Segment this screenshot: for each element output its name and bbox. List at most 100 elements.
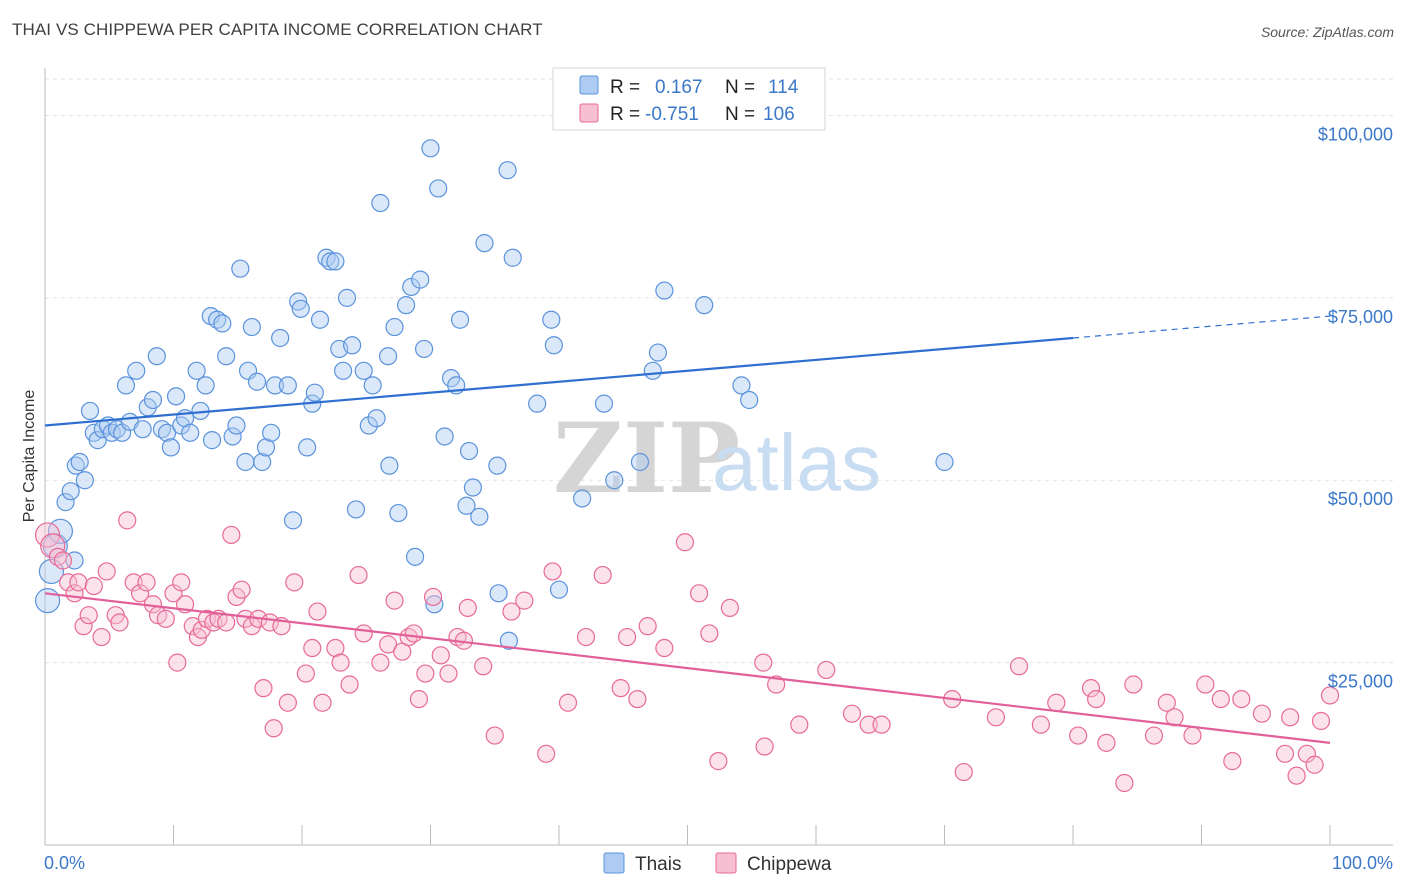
thais-point (425, 595, 444, 614)
chippewa-point (1031, 715, 1050, 734)
thais-point (385, 317, 404, 337)
thais-point (695, 296, 714, 315)
thais-point (648, 343, 668, 362)
thais-point (337, 288, 357, 307)
thais-point (253, 452, 272, 472)
legend-r-value-thais: 0.167 (655, 77, 703, 98)
chippewa-point (1081, 679, 1101, 698)
thais-point (181, 423, 200, 442)
chippewa-point (1211, 689, 1230, 709)
thais-point (630, 452, 650, 472)
chippewa-point (130, 584, 150, 603)
thais-point (70, 452, 89, 472)
thais-point (127, 361, 146, 380)
chippewa-point (474, 657, 493, 676)
legend-box: R = 0.167 N = 114 R = -0.751 N = 106 (552, 67, 826, 131)
thais-point (291, 299, 310, 318)
axes (44, 68, 1393, 846)
thais-point (435, 427, 454, 446)
legend-r-value-chippewa: -0.751 (645, 104, 699, 125)
thais-point (411, 270, 430, 289)
thais-point (80, 401, 100, 421)
thais-point (34, 588, 61, 614)
thais-point (289, 292, 308, 311)
chippewa-point (558, 693, 578, 712)
chippewa-point (611, 679, 630, 698)
x-tick-label-left: 0.0% (44, 853, 85, 873)
thais-point (217, 347, 236, 366)
legend-swatch-chippewa (579, 103, 599, 123)
chippewa-point (458, 598, 477, 618)
chippewa-point (709, 752, 728, 771)
chippewa-point (543, 562, 562, 581)
y-tick-label: $75,000 (1328, 307, 1393, 327)
thais-point (389, 503, 408, 523)
legend-n-label-thais: N = (725, 77, 755, 98)
trend-lines (44, 315, 1331, 744)
chippewa-point (1305, 755, 1324, 774)
chippewa-point (59, 573, 78, 592)
chippewa-point (409, 689, 429, 709)
chippewa-point (1311, 711, 1331, 731)
chippewa-point (416, 664, 435, 683)
chippewa-point (1124, 675, 1143, 694)
thais-point (262, 423, 281, 442)
thais-point (88, 431, 107, 450)
y-axis-label: Per Capita Income (21, 390, 38, 523)
chippewa-point (1320, 686, 1340, 705)
chippewa-point (576, 627, 596, 647)
y-tick-label: $25,000 (1328, 672, 1393, 692)
thais-point (265, 376, 285, 395)
chippewa-point (137, 573, 156, 592)
legend-r-label-chippewa: R = (610, 104, 640, 125)
chippewa-point (720, 598, 740, 618)
chippewa-point (340, 675, 359, 694)
chippewa-point (278, 693, 297, 712)
chippewa-point (172, 573, 191, 592)
thais-point (278, 376, 297, 395)
thais-point (414, 339, 434, 359)
chippewa-point (859, 715, 878, 734)
thais-point (544, 336, 563, 355)
chippewa-point (1157, 693, 1176, 712)
thais-point (470, 507, 489, 526)
chippewa-point (1252, 704, 1271, 723)
chippewa-point (700, 624, 719, 643)
thais-point (935, 452, 954, 472)
x-tick-label-right: 100.0% (1332, 853, 1393, 873)
chippewa-point (74, 617, 93, 636)
watermark-zip: ZIP (553, 402, 740, 515)
thais-point (247, 372, 267, 391)
chippewa-point (313, 693, 332, 712)
bottom-legend-swatch-thais (603, 852, 625, 874)
chippewa-point (79, 606, 98, 625)
chippewa-point (385, 591, 404, 610)
bottom-legend-label-thais: Thais (635, 854, 681, 875)
chippewa-point (431, 646, 450, 665)
chippewa-point (303, 638, 322, 658)
thais-point (283, 511, 303, 530)
chippewa-point (1183, 726, 1202, 745)
chippewa-point (53, 551, 73, 570)
chippewa-point (439, 664, 458, 683)
thais-point (457, 496, 476, 515)
thais-point (450, 310, 470, 329)
legend-n-value-thais: 114 (768, 77, 799, 98)
chippewa-point (954, 762, 973, 782)
thais-point (498, 161, 517, 180)
thais-point (594, 394, 614, 413)
thais-point (271, 328, 290, 348)
legend-swatch-thais (579, 75, 599, 95)
chippewa-point (502, 602, 521, 621)
thais-point (236, 452, 255, 472)
thais-point (227, 416, 246, 435)
chippewa-point (638, 617, 657, 636)
thais-point (549, 580, 569, 599)
chippewa-point (118, 511, 137, 530)
y-tick-label: $50,000 (1328, 489, 1393, 509)
thais-point (732, 376, 751, 395)
thais-trend-extension (1072, 315, 1331, 339)
thais-point (242, 317, 261, 337)
series-thais-points (34, 139, 954, 650)
thais-point (605, 471, 624, 490)
